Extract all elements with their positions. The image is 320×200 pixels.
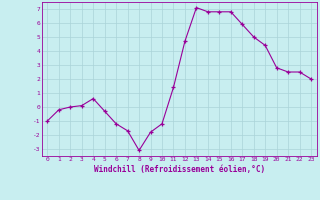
X-axis label: Windchill (Refroidissement éolien,°C): Windchill (Refroidissement éolien,°C) [94, 165, 265, 174]
